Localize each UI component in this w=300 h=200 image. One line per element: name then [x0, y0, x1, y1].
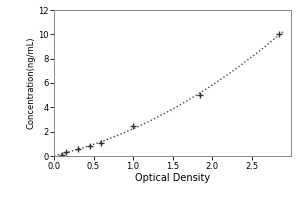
Y-axis label: Concentration(ng/mL): Concentration(ng/mL)	[26, 37, 35, 129]
X-axis label: Optical Density: Optical Density	[135, 173, 210, 183]
